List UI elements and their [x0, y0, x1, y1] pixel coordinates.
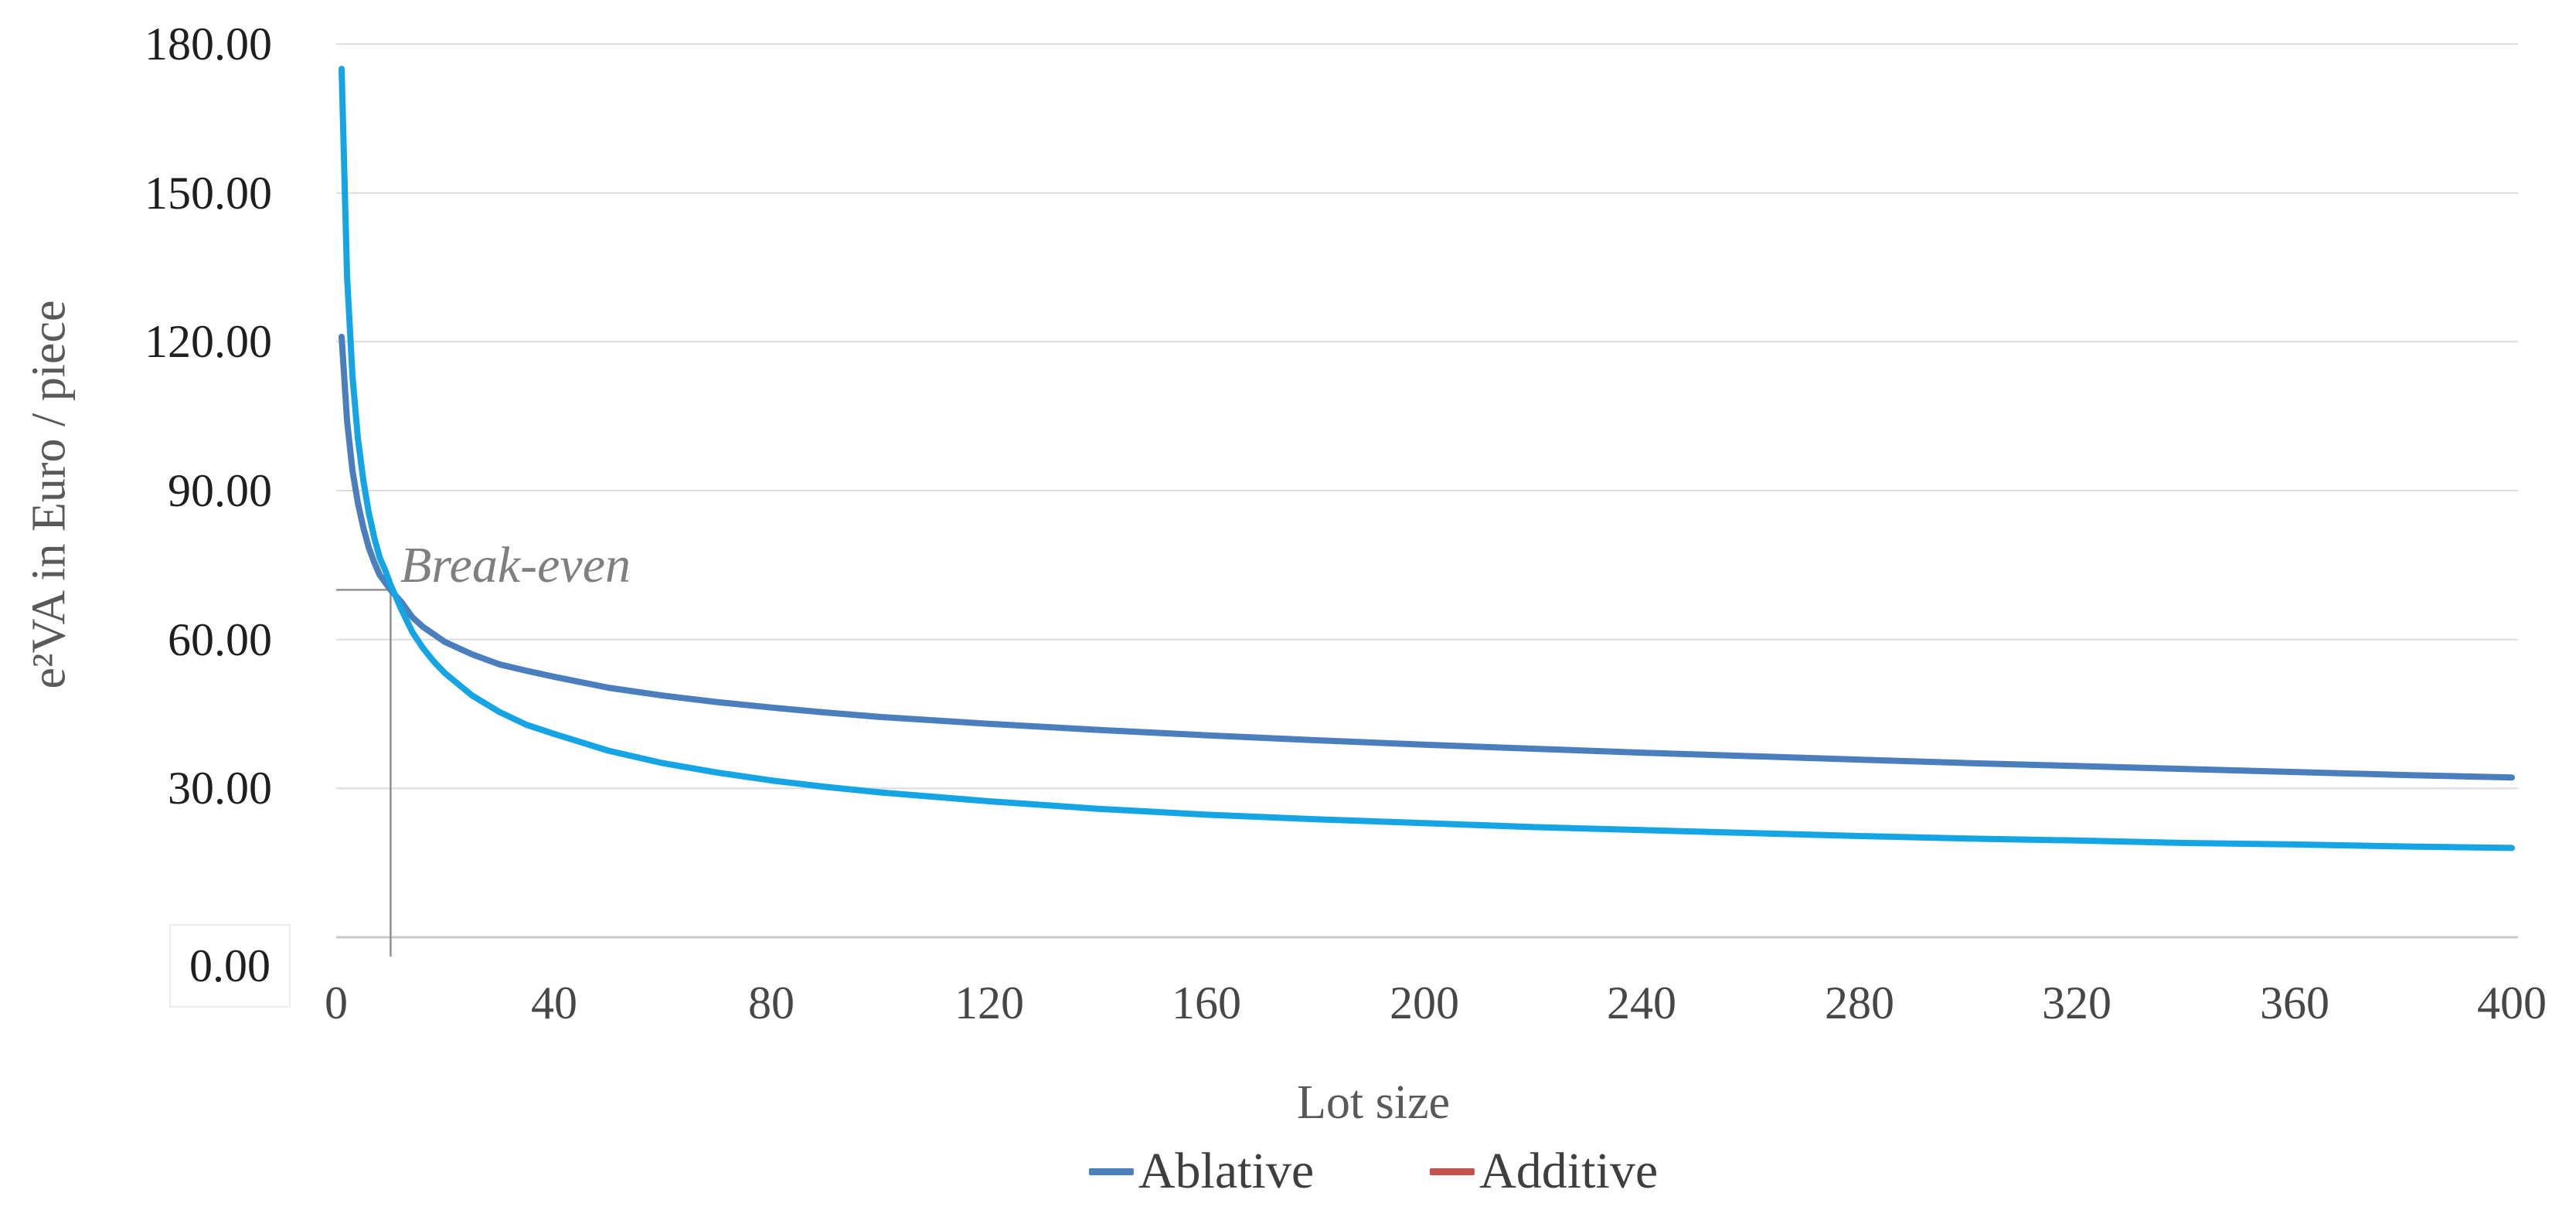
x-tick-label: 360	[2260, 977, 2329, 1028]
x-tick-label: 160	[1172, 977, 1241, 1028]
x-tick-label: 320	[2042, 977, 2112, 1028]
y-tick-label: 120.00	[145, 316, 272, 367]
y-tick-label: 60.00	[168, 614, 272, 665]
x-tick-label: 240	[1607, 977, 1676, 1028]
x-tick-label: 80	[748, 977, 795, 1028]
legend-item-ablative: Ablative	[1088, 1142, 1315, 1201]
y-tick-label: 30.00	[168, 763, 272, 814]
x-tick-label: 280	[1825, 977, 1894, 1028]
x-tick-label: 200	[1390, 977, 1459, 1028]
y-tick-label: 0.00	[169, 924, 291, 1008]
legend-swatch-additive	[1430, 1168, 1475, 1175]
x-tick-label: 400	[2477, 977, 2547, 1028]
y-tick-label: 90.00	[168, 465, 272, 516]
legend-item-additive: Additive	[1430, 1142, 1658, 1201]
x-axis-title: Lot size	[1297, 1076, 1450, 1129]
x-tick-label: 120	[955, 977, 1024, 1028]
legend-swatch-ablative	[1088, 1168, 1134, 1175]
legend: Ablative Additive	[1088, 1142, 1658, 1201]
y-tick-label: 150.00	[145, 168, 272, 219]
x-tick-label: 40	[531, 977, 577, 1028]
x-tick-label: 0	[325, 977, 348, 1028]
legend-label-ablative: Ablative	[1138, 1143, 1315, 1199]
y-tick-label: 180.00	[145, 19, 272, 70]
break-even-annotation: Break-even	[400, 537, 631, 593]
legend-label-additive: Additive	[1479, 1143, 1659, 1199]
